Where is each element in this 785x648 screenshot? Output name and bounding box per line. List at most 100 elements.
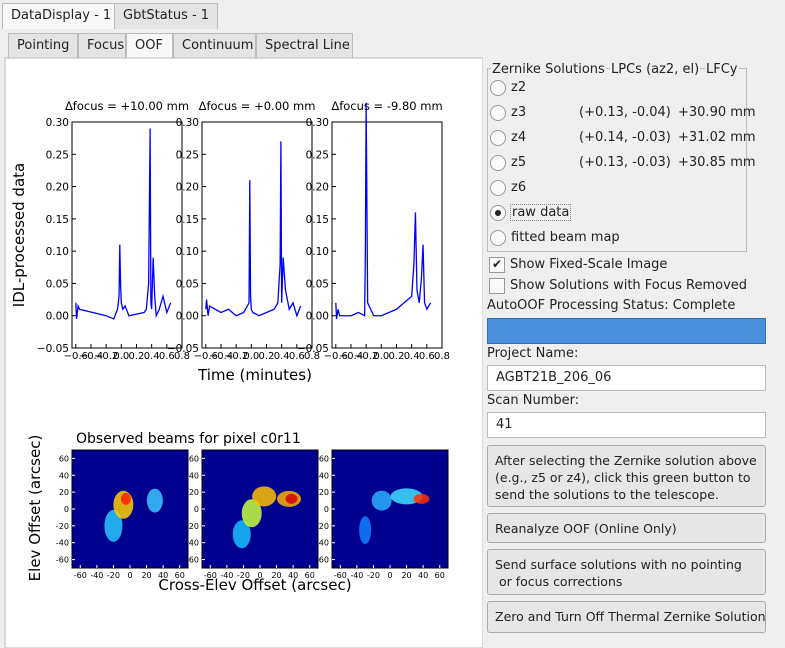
radio-button[interactable]	[490, 130, 506, 146]
button-text: send the solutions to the telescope.	[495, 487, 719, 502]
y-tick-label: 20	[319, 488, 329, 497]
button-text: Send surface solutions with no pointing	[495, 557, 742, 572]
y-tick-label: 0.20	[176, 182, 199, 194]
x-tick-label: 60	[435, 571, 445, 580]
y-tick-label: 0.30	[306, 117, 329, 129]
radio-button[interactable]	[490, 155, 506, 171]
x-tick-label: 0.6	[289, 351, 305, 362]
beam-title: Observed beams for pixel c0r11	[76, 431, 301, 447]
y-tick-label: 0.10	[46, 246, 69, 258]
radio-button[interactable]	[490, 105, 506, 121]
y-tick-label: 0.00	[176, 311, 199, 323]
group-header: LFCy	[705, 62, 739, 77]
lfcy-value: +30.90 mm	[678, 105, 756, 120]
y-tick-label: 0	[324, 505, 329, 514]
x-tick-label: 0.0	[373, 351, 389, 362]
button[interactable]: Zero and Turn Off Thermal Zernike Soluti…	[487, 601, 766, 633]
sub-tab[interactable]: Continuum	[173, 33, 256, 59]
x-tick-label: −0.2	[94, 351, 118, 362]
radio-dot	[495, 210, 501, 216]
radio-button[interactable]	[490, 80, 506, 96]
x-tick-label: 40	[418, 571, 428, 580]
sub-tab[interactable]: Spectral Line	[256, 33, 353, 59]
x-axis-label: Time (minutes)	[197, 366, 312, 384]
x-tick-label: -40	[220, 571, 233, 580]
checkbox-label[interactable]: Show Fixed-Scale Image	[510, 257, 668, 272]
x-tick-label: 0	[257, 571, 262, 580]
button[interactable]: Reanalyze OOF (Online Only)	[487, 513, 766, 543]
radio-label[interactable]: z6	[511, 180, 527, 195]
top-tab[interactable]: DataDisplay - 1	[2, 3, 121, 29]
x-tick-label: 0.2	[259, 351, 275, 362]
plot-area: Δfocus = +10.00 mm0.300.250.200.150.100.…	[4, 57, 483, 648]
y-tick-label: 60	[59, 454, 69, 463]
radio-label[interactable]: raw data	[509, 204, 572, 221]
y-axis-label: IDL-processed data	[10, 163, 28, 307]
progress-bar	[487, 318, 766, 344]
y-tick-label: −0.05	[37, 343, 69, 355]
x-tick-label: 20	[401, 571, 411, 580]
x-tick-label: -60	[74, 571, 87, 580]
text-field[interactable]: AGBT21B_206_06	[487, 365, 766, 391]
y-tick-label: 0.25	[176, 149, 199, 161]
x-tick-label: 0.2	[129, 351, 145, 362]
radio-label[interactable]: fitted beam map	[511, 230, 620, 245]
y-tick-label: 0.10	[306, 246, 329, 258]
status-label: AutoOOF Processing Status: Complete	[487, 298, 736, 313]
data-line	[75, 128, 172, 320]
y-tick-label: 40	[59, 471, 69, 480]
y-tick-label: 0.25	[306, 149, 329, 161]
x-tick-label: 40	[158, 571, 168, 580]
radio-button[interactable]	[490, 230, 506, 246]
beam-blob	[413, 493, 430, 504]
x-tick-label: −0.6	[194, 351, 218, 362]
x-tick-label: 0.8	[174, 351, 190, 362]
radio-label[interactable]: z5	[511, 155, 527, 170]
y-tick-label: 0.00	[306, 311, 329, 323]
x-tick-label: 60	[305, 571, 315, 580]
checkbox[interactable]: ✔	[489, 257, 505, 273]
y-tick-label: 60	[319, 454, 329, 463]
beam-blob	[359, 516, 372, 545]
data-line	[335, 102, 432, 320]
radio-label[interactable]: z4	[511, 130, 527, 145]
y-tick-label: −0.05	[297, 343, 329, 355]
x-tick-label: −0.2	[354, 351, 378, 362]
radio-label[interactable]: z3	[511, 105, 527, 120]
sub-tab[interactable]: Focus	[78, 33, 126, 59]
plot-frame	[71, 121, 183, 349]
plot-frame	[201, 121, 313, 349]
checkbox[interactable]	[489, 278, 505, 294]
x-tick-label: 0.0	[113, 351, 129, 362]
y-tick-label: 0.30	[176, 117, 199, 129]
x-tick-label: -60	[204, 571, 217, 580]
y-tick-label: -20	[316, 522, 329, 531]
x-tick-label: −0.2	[224, 351, 248, 362]
radio-label[interactable]: z2	[511, 80, 527, 95]
button[interactable]: Send surface solutions with no pointing …	[487, 549, 766, 595]
radio-button[interactable]	[490, 180, 506, 196]
radio-button[interactable]	[490, 205, 506, 221]
y-tick-label: 40	[189, 471, 199, 480]
checkbox-label[interactable]: Show Solutions with Focus Removed	[510, 278, 748, 293]
y-tick-label: 0.25	[46, 149, 69, 161]
button[interactable]: After selecting the Zernike solution abo…	[487, 445, 766, 507]
y-tick-label: -60	[316, 556, 329, 565]
x-tick-label: 0.8	[304, 351, 320, 362]
sub-tab[interactable]: OOF	[126, 33, 173, 59]
beam-blob	[120, 492, 131, 505]
x-tick-label: 0.4	[404, 351, 420, 362]
text-field[interactable]: 41	[487, 412, 766, 438]
y-tick-label: 0.15	[306, 214, 329, 226]
top-tab[interactable]: GbtStatus - 1	[114, 3, 219, 29]
y-tick-label: -20	[186, 522, 199, 531]
y-tick-label: 0.15	[46, 214, 69, 226]
x-tick-label: 0.0	[243, 351, 259, 362]
plot-title: Δfocus = -9.80 mm	[331, 99, 442, 113]
data-line	[205, 141, 302, 318]
x-tick-label: 20	[141, 571, 151, 580]
sub-tab[interactable]: Pointing	[8, 33, 78, 59]
y-tick-label: 0.00	[46, 311, 69, 323]
beam-blob	[241, 499, 262, 528]
